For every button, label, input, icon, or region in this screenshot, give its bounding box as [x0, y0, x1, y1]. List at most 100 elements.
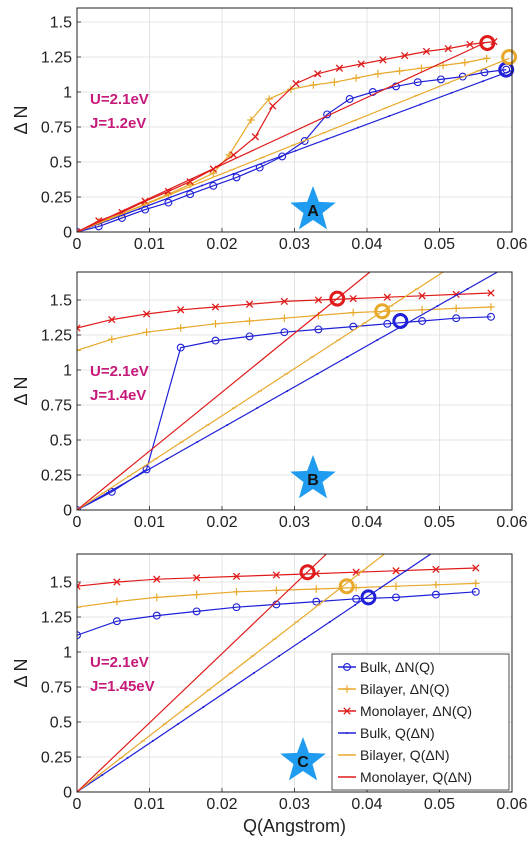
- param-label: U=2.1eV: [90, 654, 149, 671]
- data-point-bilayer-dn: [417, 64, 426, 72]
- data-point-bilayer-dn: [211, 320, 220, 328]
- intersection-marker-monolayer: [299, 564, 316, 581]
- y-tick-label: 0.25: [41, 468, 72, 485]
- data-point-monolayer-dn: [177, 306, 185, 314]
- series-group: [77, 554, 480, 792]
- data-point-bulk-qn: [419, 103, 422, 106]
- data-point-bulk-dn: [431, 590, 440, 599]
- data-point-bulk-dn: [278, 152, 287, 161]
- y-axis-label: Δ N: [11, 658, 31, 687]
- data-point-bulk-dn: [232, 603, 241, 612]
- data-point-bilayer-dn: [192, 590, 201, 599]
- data-point-monolayer-dn: [392, 567, 400, 575]
- data-point-monolayer-dn: [432, 565, 440, 574]
- data-point-bulk-qn: [196, 441, 199, 443]
- data-point-bilayer-dn: [77, 603, 81, 611]
- data-point-bilayer-dn: [113, 597, 121, 606]
- data-point-bilayer-dn: [280, 314, 289, 322]
- data-point-monolayer-dn: [108, 315, 116, 324]
- param-label: U=2.1eV: [90, 91, 149, 108]
- y-tick-label: 1.25: [41, 328, 72, 345]
- data-point-bilayer-dn: [265, 95, 273, 103]
- data-point-monolayer-dn: [383, 293, 391, 301]
- param-label: J=1.45eV: [90, 678, 155, 695]
- data-point-monolayer-dn: [186, 177, 194, 186]
- param-label: U=2.1eV: [90, 363, 149, 380]
- data-point-monolayer-dn: [245, 300, 254, 308]
- data-point-bilayer-dn: [209, 169, 218, 177]
- x-tick-label: 0.03: [279, 236, 310, 253]
- legend: Bulk, ΔN(Q) Bilayer, ΔN(Q) Monolayer, ΔN(Q…: [331, 653, 510, 791]
- data-point-bulk-qn: [106, 492, 109, 494]
- legend-box: [331, 653, 510, 791]
- x-tick-label: 0: [73, 514, 82, 531]
- data-point-bulk-qn: [256, 407, 259, 409]
- y-axis-label: Δ N: [11, 105, 31, 134]
- series-line-monolayer-qn: [77, 554, 327, 792]
- param-label: J=1.4eV: [90, 387, 146, 404]
- data-point-bulk-dn: [437, 75, 445, 84]
- data-point-monolayer-dn: [153, 575, 161, 583]
- series-line-monolayer-qn: [77, 272, 371, 510]
- x-tick-label: 0.03: [279, 514, 310, 531]
- y-tick-label: 0.75: [41, 680, 72, 697]
- data-point-bulk-qn: [357, 126, 360, 129]
- series-line-monolayer-qn: [77, 42, 485, 232]
- series-group: [77, 37, 512, 232]
- x-tick-label: 0.04: [351, 796, 382, 813]
- data-point-monolayer-dn: [444, 44, 452, 53]
- data-point-bilayer-dn: [482, 54, 491, 63]
- data-point-bulk-dn: [418, 317, 427, 325]
- legend-swatch-marker: [343, 707, 351, 715]
- data-point-bilayer-dn: [309, 81, 318, 89]
- data-point-bulk-qn: [436, 305, 439, 307]
- data-point-bulk-qn: [388, 115, 391, 117]
- data-point-monolayer-dn: [232, 572, 241, 581]
- data-point-bilayer-dn: [272, 586, 281, 595]
- legend-label: Monolayer, Q(ΔN): [360, 769, 472, 785]
- data-point-bilayer-dn: [349, 308, 358, 317]
- data-point-monolayer-dn: [77, 324, 81, 332]
- data-point-bulk-qn: [328, 621, 331, 623]
- data-point-bulk-dn: [480, 68, 489, 77]
- data-point-monolayer-dn: [472, 564, 480, 572]
- legend-label: Monolayer, ΔN(Q): [360, 703, 472, 719]
- x-tick-label: 0.01: [134, 514, 165, 531]
- data-point-monolayer-dn: [335, 64, 344, 72]
- data-point-bulk-dn: [142, 465, 151, 474]
- data-point-bulk-dn: [211, 336, 220, 345]
- data-point-bulk-dn: [487, 312, 495, 321]
- data-point-bulk-qn: [169, 196, 172, 199]
- data-point-bulk-qn: [138, 207, 141, 210]
- data-point-bilayer-dn: [392, 582, 400, 590]
- data-point-bulk-qn: [136, 475, 139, 477]
- y-tick-label: 0: [63, 503, 72, 520]
- star-icon: [280, 737, 326, 781]
- x-tick-label: 0.05: [424, 514, 455, 531]
- data-point-monolayer-dn: [418, 292, 426, 300]
- x-tick-label: 0: [73, 796, 82, 813]
- panel-label: C: [297, 754, 309, 771]
- legend-label: Bulk, ΔN(Q): [360, 659, 435, 675]
- data-point-bulk-dn: [352, 594, 361, 603]
- data-point-bulk-qn: [346, 356, 349, 358]
- data-point-bulk-qn: [252, 672, 255, 674]
- x-tick-label: 0.05: [424, 236, 455, 253]
- data-point-bulk-qn: [353, 604, 356, 606]
- series-line-monolayer-dn: [77, 41, 494, 232]
- legend-swatch-marker: [343, 663, 351, 671]
- data-point-bilayer-dn: [439, 61, 447, 70]
- data-point-bulk-dn: [186, 190, 195, 199]
- data-point-monolayer-dn: [192, 574, 201, 582]
- param-label: J=1.2eV: [90, 115, 146, 132]
- y-tick-label: 1.5: [50, 293, 72, 310]
- data-point-monolayer-dn: [113, 578, 121, 586]
- y-tick-label: 1.5: [50, 15, 72, 32]
- y-tick-label: 0.75: [41, 120, 72, 137]
- legend-label: Bilayer, ΔN(Q): [360, 681, 449, 697]
- data-point-bulk-qn: [232, 173, 235, 175]
- data-point-bulk-dn: [392, 593, 400, 602]
- data-point-bilayer-dn: [312, 585, 321, 593]
- data-point-monolayer-dn: [314, 70, 322, 78]
- data-point-bulk-qn: [286, 390, 289, 392]
